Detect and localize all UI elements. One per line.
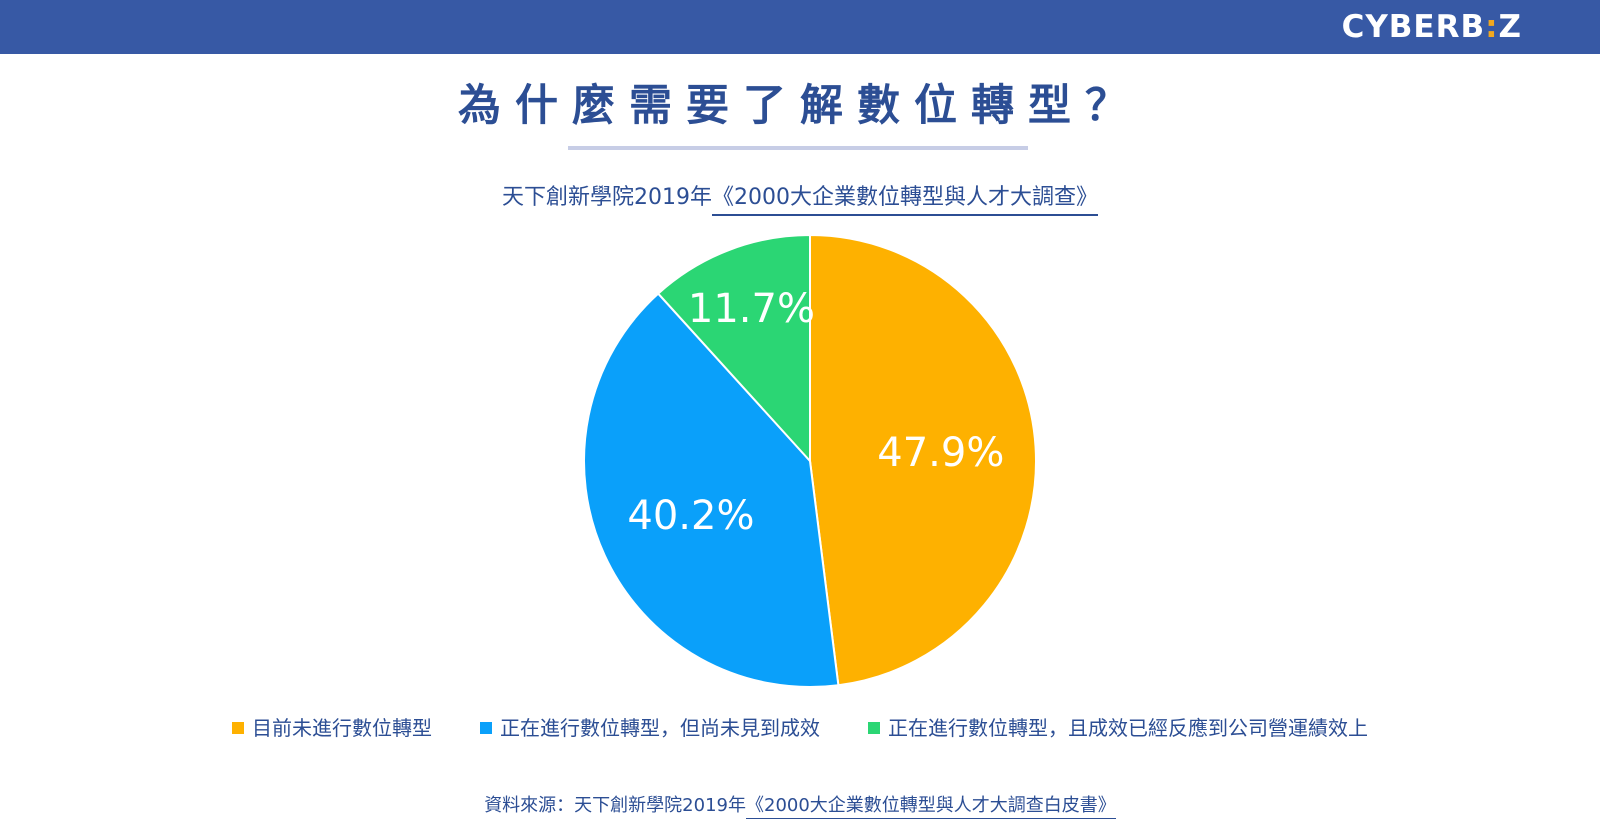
legend-swatch: [868, 722, 880, 734]
cyberbiz-logo: CYBERB:Z: [1342, 8, 1522, 46]
legend-item-1: 目前未進行數位轉型: [232, 713, 432, 743]
pie-slice-1: [809, 233, 1037, 687]
logo-text-prefix: CYBERB: [1341, 9, 1486, 45]
logo-text-suffix: Z: [1498, 9, 1522, 45]
top-bar: CYBERB:Z: [0, 0, 1600, 54]
pie-slice-2: [583, 292, 840, 688]
pie-slice-label-1: 47.9%: [877, 430, 1004, 476]
pie-slice-label-3: 11.7%: [688, 286, 815, 332]
pie-slice-label-2: 40.2%: [627, 493, 754, 539]
chart-legend: 目前未進行數位轉型 正在進行數位轉型，但尚未見到成效 正在進行數位轉型，且成效已經反…: [0, 713, 1600, 743]
legend-label: 目前未進行數位轉型: [252, 716, 432, 740]
logo-accent: :: [1485, 9, 1499, 45]
subtitle-prefix: 天下創新學院2019年: [502, 185, 712, 210]
chart-subtitle: 天下創新學院2019年《2000大企業數位轉型與人才大調查》: [0, 182, 1600, 216]
legend-label: 正在進行數位轉型，且成效已經反應到公司營運績效上: [888, 716, 1368, 740]
legend-item-3: 正在進行數位轉型，且成效已經反應到公司營運績效上: [868, 713, 1368, 743]
source-prefix: 資料來源：天下創新學院2019年: [484, 795, 746, 816]
legend-item-2: 正在進行數位轉型，但尚未見到成效: [480, 713, 820, 743]
title-divider: [568, 146, 1028, 150]
source-note: 資料來源：天下創新學院2019年《2000大企業數位轉型與人才大調查白皮書》: [0, 792, 1600, 820]
legend-swatch: [232, 722, 244, 734]
source-report-name: 《2000大企業數位轉型與人才大調查白皮書》: [746, 795, 1116, 819]
legend-swatch: [480, 722, 492, 734]
page-title: 為什麼需要了解數位轉型？: [458, 81, 1142, 131]
legend-label: 正在進行數位轉型，但尚未見到成效: [500, 716, 820, 740]
pie-slice-3: [656, 233, 811, 464]
subtitle-report-name: 《2000大企業數位轉型與人才大調查》: [712, 185, 1098, 216]
